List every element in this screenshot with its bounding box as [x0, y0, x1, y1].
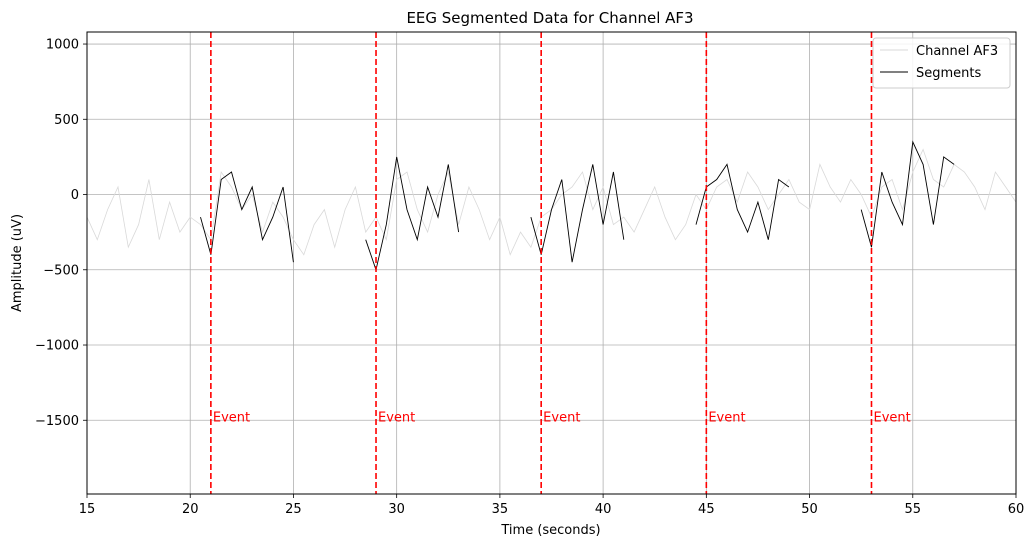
legend: Channel AF3 Segments: [872, 37, 1011, 89]
segment-trace: [200, 171, 294, 263]
legend-label-segments: Segments: [916, 66, 982, 81]
event-label: Event: [213, 410, 250, 425]
x-tick-label: 50: [801, 502, 818, 517]
x-tick-label: 40: [595, 502, 612, 517]
x-tick-label: 45: [698, 502, 715, 517]
segment-trace: [860, 140, 955, 248]
x-tick-label: 20: [182, 502, 199, 517]
plot-frame: [86, 31, 1017, 495]
y-axis-label: Amplitude (uV): [10, 214, 25, 312]
y-tick-label: −1500: [35, 414, 79, 429]
x-tick-label: 55: [905, 502, 922, 517]
event-label: Event: [378, 410, 415, 425]
event-label: Event: [708, 410, 745, 425]
x-tick-label: 15: [79, 502, 96, 517]
y-tick-label: 500: [54, 113, 79, 128]
x-tick-label: 30: [388, 502, 405, 517]
chart-title: EEG Segmented Data for Channel AF3: [406, 9, 693, 27]
x-axis-ticks: 15 20 25 30 35 40 45 50 55 60: [79, 494, 1025, 517]
legend-label-channel: Channel AF3: [916, 44, 998, 59]
event-label: Event: [873, 410, 910, 425]
x-tick-label: 60: [1008, 502, 1025, 517]
x-axis-label: Time (seconds): [500, 523, 600, 538]
y-tick-label: 0: [71, 188, 79, 203]
y-tick-label: −1000: [35, 339, 79, 354]
segment-trace: [530, 164, 625, 263]
x-tick-label: 25: [285, 502, 302, 517]
y-axis-ticks: 1000 500 0 −500 −1000 −1500: [35, 38, 87, 429]
event-label: Event: [543, 410, 580, 425]
x-tick-label: 35: [492, 502, 509, 517]
y-tick-label: −500: [43, 263, 79, 278]
segment-trace: [365, 156, 460, 272]
y-tick-label: 1000: [46, 38, 79, 53]
event-markers: Event Event Event Event Event: [210, 32, 911, 494]
segment-trace: [695, 163, 790, 240]
traces: [86, 140, 1017, 272]
